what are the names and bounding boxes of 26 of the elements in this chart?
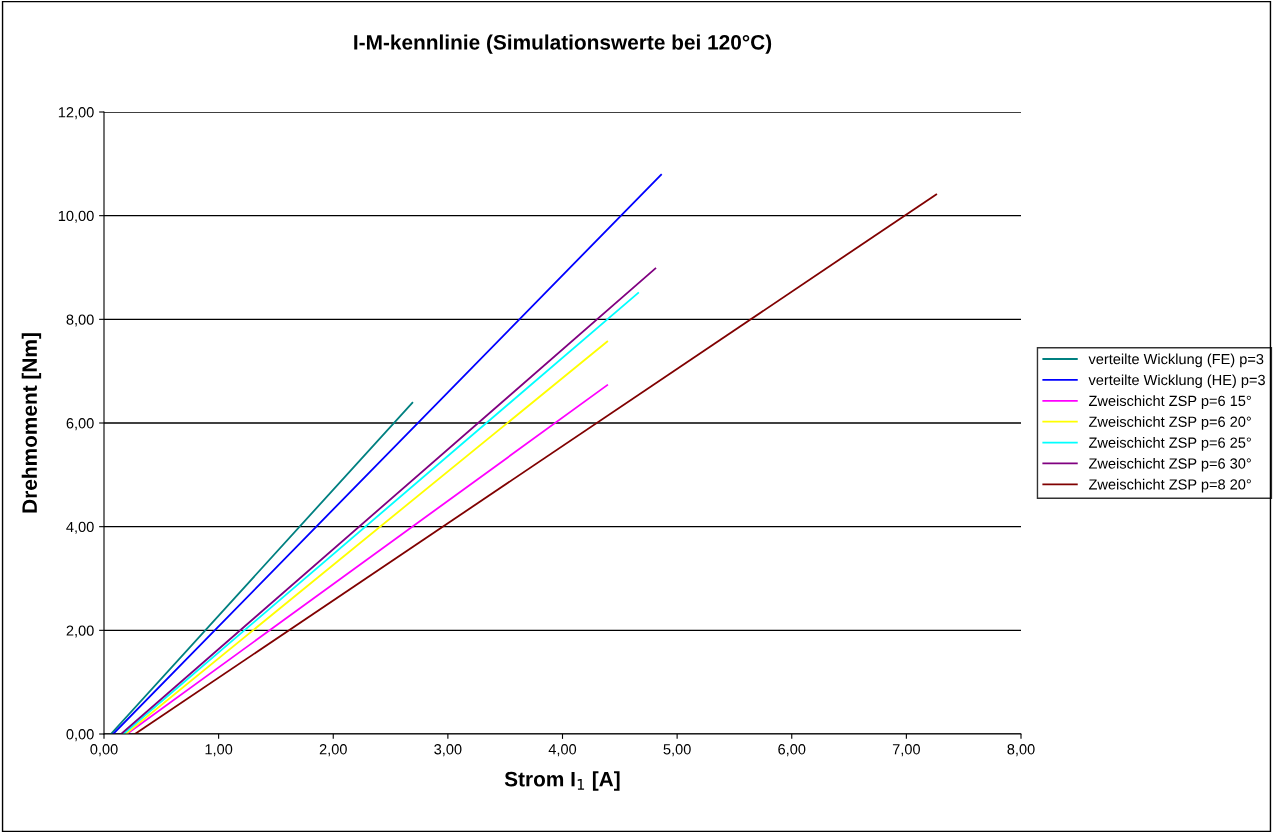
x-tick-label: 4,00 bbox=[548, 744, 577, 757]
y-tick-label: 4,00 bbox=[66, 521, 94, 534]
y-tick-label: 2,00 bbox=[66, 625, 94, 638]
legend-label: Zweischicht ZSP p=6 20° bbox=[1088, 416, 1251, 430]
legend-label: Zweischicht ZSP p=6 15° bbox=[1088, 395, 1251, 409]
y-tick-label: 12,00 bbox=[58, 107, 94, 120]
legend-label: verteilte Wicklung (FE) p=3 bbox=[1088, 353, 1264, 368]
x-axis-title: Strom I$_{1}$ [A] bbox=[504, 771, 620, 791]
x-tick-label: 6,00 bbox=[778, 744, 806, 757]
y-tick-label: 0,00 bbox=[66, 729, 94, 742]
chart-title: I-M-kennlinie (Simulationswerte bei 120°C) bbox=[354, 34, 772, 54]
x-tick-label: 0,00 bbox=[90, 744, 118, 757]
y-axis-title: Drehmoment [Nm] bbox=[21, 333, 42, 513]
legend-label: Zweischicht ZSP p=8 20° bbox=[1088, 478, 1251, 493]
x-tick-label: 1,00 bbox=[205, 744, 233, 757]
legend-label: Zweischicht ZSP p=6 25° bbox=[1088, 437, 1251, 451]
y-tick-label: 6,00 bbox=[66, 418, 94, 431]
x-tick-label: 2,00 bbox=[319, 744, 347, 757]
legend-label: Zweischicht ZSP p=6 30° bbox=[1088, 457, 1251, 472]
x-tick-label: 7,00 bbox=[892, 744, 920, 757]
y-tick-label: 10,00 bbox=[58, 210, 94, 223]
x-tick-label: 8,00 bbox=[1007, 744, 1035, 757]
x-tick-label: 3,00 bbox=[434, 744, 462, 757]
x-tick-label: 5,00 bbox=[663, 744, 691, 757]
legend-label: verteilte Wicklung (HE) p=3 bbox=[1088, 374, 1265, 389]
y-tick-label: 8,00 bbox=[66, 314, 94, 327]
